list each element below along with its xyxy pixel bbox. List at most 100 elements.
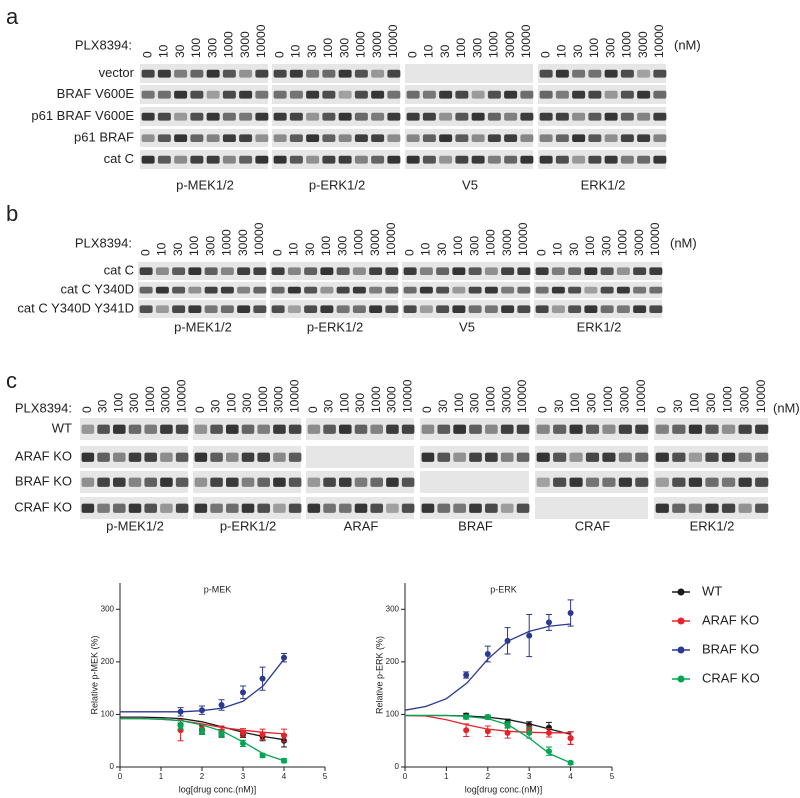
band	[222, 90, 236, 99]
x-tick-label: 4	[568, 772, 573, 781]
blot-label: p-MEK1/2	[174, 319, 232, 334]
concentration-label: 30	[209, 399, 223, 413]
band	[568, 267, 582, 275]
band	[336, 305, 350, 313]
band	[551, 267, 565, 275]
band	[620, 69, 634, 78]
fit-curve	[405, 714, 571, 764]
band	[653, 112, 667, 121]
band	[635, 424, 649, 434]
concentration-label: 30	[303, 242, 317, 256]
blot-label: ERK1/2	[581, 177, 626, 192]
band	[688, 424, 703, 434]
band	[157, 112, 171, 121]
band	[304, 286, 318, 294]
blot-label: p-ERK1/2	[309, 177, 365, 192]
y-tick-label: 200	[101, 657, 115, 666]
band	[155, 286, 169, 294]
band	[403, 305, 417, 313]
band	[588, 134, 602, 142]
band	[188, 286, 202, 294]
band	[338, 134, 352, 142]
band	[535, 267, 549, 275]
band	[437, 452, 451, 462]
band	[487, 134, 501, 142]
concentration-label: 10000	[252, 222, 266, 256]
concentration-label: 10000	[254, 24, 268, 58]
concentration-label: 10000	[516, 222, 530, 256]
band	[237, 267, 251, 275]
band	[226, 503, 239, 513]
blot-label: ARAF	[344, 518, 379, 533]
concentration-label: 3000	[368, 229, 382, 256]
band	[604, 134, 618, 142]
band	[370, 477, 383, 487]
band	[555, 90, 569, 99]
concentration-label: 1000	[484, 386, 498, 413]
band	[139, 305, 153, 313]
concentration-label: 1000	[616, 229, 630, 256]
data-point	[567, 609, 574, 616]
band	[226, 424, 239, 434]
band	[253, 286, 267, 294]
concentration-label: 10000	[515, 379, 529, 413]
band	[338, 69, 352, 78]
concentration-label: 1000	[601, 386, 615, 413]
band	[139, 286, 153, 294]
band	[257, 477, 270, 487]
concentration-label: 10000	[648, 222, 662, 256]
band	[535, 305, 549, 313]
band	[419, 305, 433, 313]
band	[738, 503, 752, 513]
blot-background	[538, 64, 666, 83]
band	[422, 134, 436, 142]
band	[755, 477, 769, 487]
concentration-label: 100	[319, 236, 333, 256]
band	[204, 286, 218, 294]
band	[323, 477, 336, 487]
band	[113, 452, 126, 462]
band	[289, 134, 303, 142]
band	[385, 305, 399, 313]
band	[585, 424, 600, 434]
concentration-label: 100	[454, 38, 468, 58]
concentration-label: 1000	[256, 386, 270, 413]
band	[210, 477, 223, 487]
band	[257, 503, 270, 513]
band	[241, 503, 255, 513]
concentration-label: 0	[138, 249, 152, 256]
band	[588, 90, 602, 99]
band	[401, 477, 415, 487]
band	[635, 477, 649, 487]
band	[144, 477, 157, 487]
data-point	[177, 722, 184, 729]
blot-label: p-MEK1/2	[106, 518, 164, 533]
band	[600, 267, 614, 275]
data-point	[504, 729, 511, 736]
band	[517, 267, 531, 275]
concentration-label: 1000	[220, 229, 234, 256]
band	[469, 452, 482, 462]
data-point	[240, 740, 246, 747]
concentration-label: 10	[287, 242, 301, 256]
data-point	[526, 729, 533, 736]
band	[406, 155, 420, 164]
band	[371, 90, 385, 99]
band	[172, 267, 186, 275]
band	[206, 155, 220, 164]
data-point	[545, 729, 552, 736]
band	[633, 286, 647, 294]
band	[338, 90, 352, 99]
band	[320, 267, 334, 275]
band	[175, 424, 189, 434]
band	[585, 477, 600, 487]
concentration-label: 100	[452, 393, 466, 413]
band	[452, 286, 466, 294]
band	[536, 452, 550, 462]
band	[705, 477, 719, 487]
blot-background	[272, 85, 400, 104]
band	[255, 112, 269, 121]
band	[688, 503, 703, 513]
blot-background	[402, 300, 530, 318]
